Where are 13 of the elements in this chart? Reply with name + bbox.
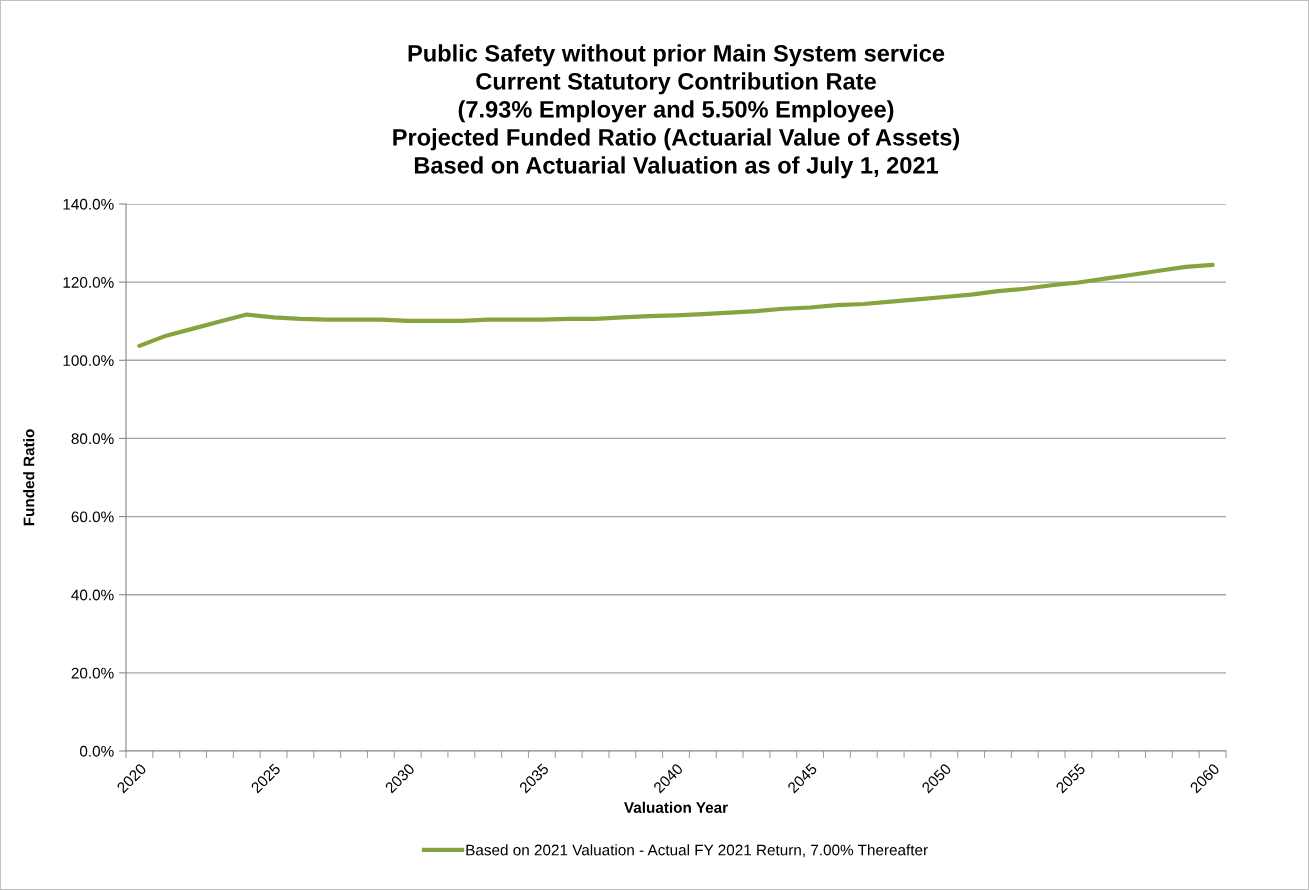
y-tick-label: 20.0% bbox=[71, 667, 114, 679]
y-tick-label: 80.0% bbox=[71, 433, 114, 445]
y-tick-label: 40.0% bbox=[71, 589, 114, 601]
legend-label: Based on 2021 Valuation - Actual FY 2021 Return, 7.00% Thereafter bbox=[466, 844, 928, 858]
x-axis-title: Valuation Year bbox=[624, 801, 728, 813]
y-tick-label: 120.0% bbox=[63, 277, 114, 288]
y-tick-label: 0.0% bbox=[79, 745, 114, 757]
chart-title: Public Safety without prior Main System service Current Statutory Contribution Rate (7.93% Employer and 5.50% Employee) Projected Funded Ratio (Actuarial Value of Assets) Based on Actuarial Valuation as of July 1, 2021 bbox=[393, 44, 960, 179]
line-series bbox=[137, 262, 1215, 348]
y-tick-label: 100.0% bbox=[63, 355, 114, 366]
y-tick-label: 140.0% bbox=[63, 198, 114, 210]
y-axis-title: Funded Ratio bbox=[23, 429, 35, 526]
y-tick-label: 60.0% bbox=[71, 511, 114, 523]
